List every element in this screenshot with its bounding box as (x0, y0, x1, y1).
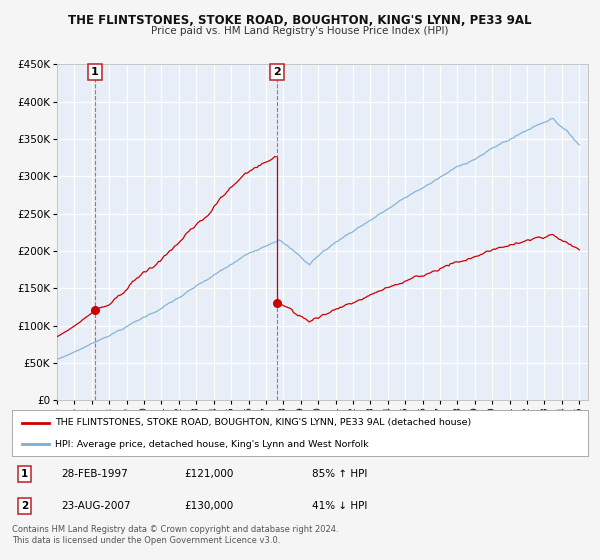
Text: £130,000: £130,000 (185, 501, 234, 511)
Text: 1: 1 (91, 67, 98, 77)
Text: 1: 1 (21, 469, 28, 479)
Text: 28-FEB-1997: 28-FEB-1997 (61, 469, 128, 479)
Text: Price paid vs. HM Land Registry's House Price Index (HPI): Price paid vs. HM Land Registry's House … (151, 26, 449, 36)
Text: Contains HM Land Registry data © Crown copyright and database right 2024.: Contains HM Land Registry data © Crown c… (12, 525, 338, 534)
Text: 2: 2 (21, 501, 28, 511)
Text: HPI: Average price, detached house, King's Lynn and West Norfolk: HPI: Average price, detached house, King… (55, 440, 369, 449)
Text: This data is licensed under the Open Government Licence v3.0.: This data is licensed under the Open Gov… (12, 536, 280, 545)
Text: 23-AUG-2007: 23-AUG-2007 (61, 501, 130, 511)
Text: 2: 2 (274, 67, 281, 77)
Text: £121,000: £121,000 (185, 469, 234, 479)
Text: THE FLINTSTONES, STOKE ROAD, BOUGHTON, KING'S LYNN, PE33 9AL: THE FLINTSTONES, STOKE ROAD, BOUGHTON, K… (68, 14, 532, 27)
Text: THE FLINTSTONES, STOKE ROAD, BOUGHTON, KING'S LYNN, PE33 9AL (detached house): THE FLINTSTONES, STOKE ROAD, BOUGHTON, K… (55, 418, 472, 427)
Text: 85% ↑ HPI: 85% ↑ HPI (311, 469, 367, 479)
Text: 41% ↓ HPI: 41% ↓ HPI (311, 501, 367, 511)
